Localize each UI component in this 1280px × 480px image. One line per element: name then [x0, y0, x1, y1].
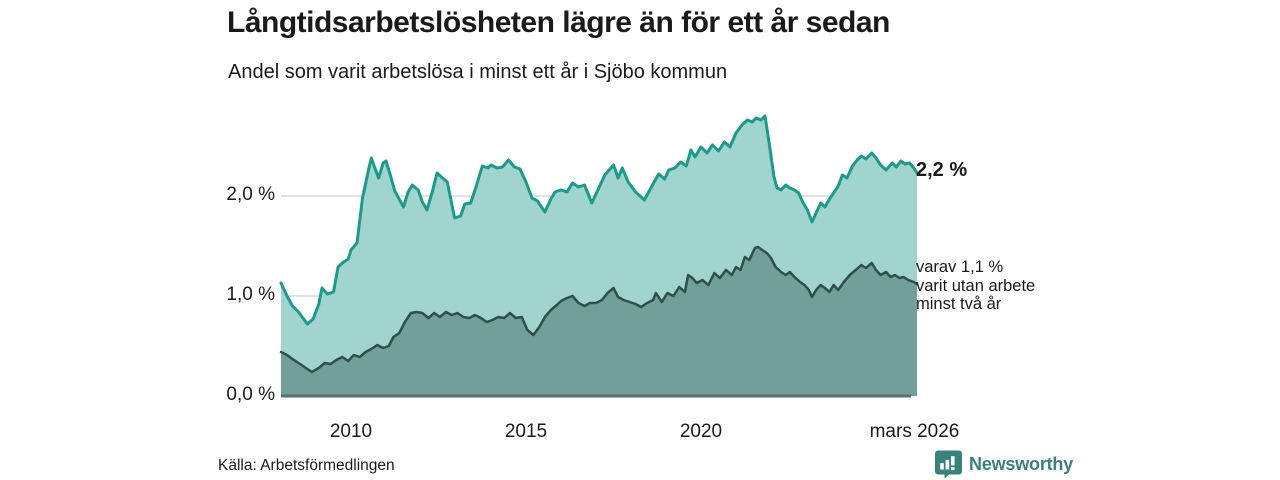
y-tick-label: 2,0 % [226, 184, 275, 205]
y-tick-label: 0,0 % [226, 384, 275, 405]
end-value-label: 2,2 % [916, 159, 968, 181]
subset-annotation-line3: minst två år [916, 295, 1002, 313]
newsworthy-icon [935, 450, 962, 479]
subset-annotation: varav 1,1 % varit utan arbete minst två … [916, 258, 1035, 314]
series-area-subset [281, 247, 917, 396]
brand-logo[interactable]: Newsworthy [934, 449, 1073, 479]
subset-annotation-line2: varit utan arbete [916, 276, 1036, 295]
chart-subtitle: Andel som varit arbetslösa i minst ett å… [228, 61, 728, 83]
x-tick-label: 2020 [679, 421, 723, 442]
x-tick-label: 2010 [329, 421, 373, 442]
x-tick-label: 2015 [504, 421, 548, 442]
x-tick-label: mars 2026 [869, 421, 960, 442]
series-line-subset [279, 245, 919, 374]
y-tick-label: 1,0 % [226, 284, 275, 305]
brand-name: Newsworthy [969, 453, 1074, 474]
page-title: Långtidsarbetslösheten lägre än för ett … [227, 6, 890, 39]
source-credit: Källa: Arbetsförmedlingen [218, 457, 395, 474]
series-line-total [279, 114, 919, 326]
subset-annotation-line1: varav 1,1 % [916, 258, 1004, 276]
